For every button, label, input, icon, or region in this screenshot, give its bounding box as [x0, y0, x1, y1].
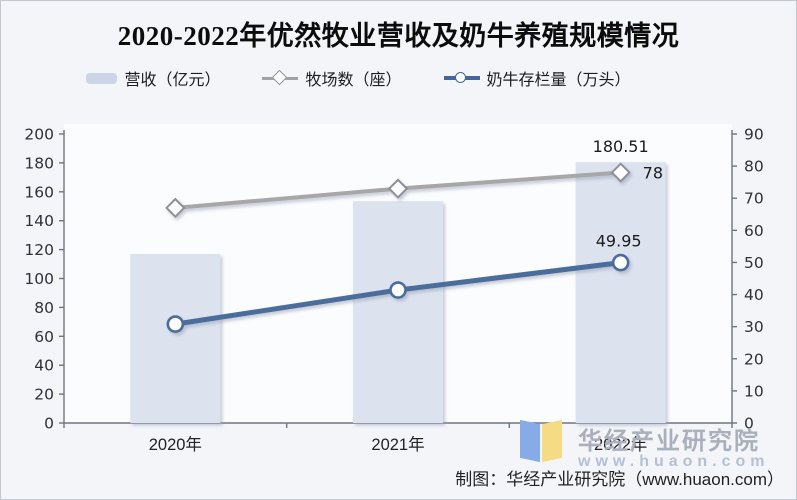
svg-text:49.95: 49.95 [596, 232, 642, 251]
revenue-bars [130, 162, 666, 423]
svg-text:50: 50 [744, 254, 764, 272]
svg-text:200: 200 [24, 126, 54, 144]
footer-credit: 制图：华经产业研究院（www.huaon.com） [455, 470, 784, 489]
legend-label-revenue: 营收（亿元） [124, 72, 221, 89]
legend-label-herd: 奶牛存栏量（万头） [486, 72, 631, 89]
svg-text:2022年: 2022年 [594, 435, 647, 454]
svg-text:0: 0 [744, 415, 754, 433]
x-axis-labels: 2020年 2021年 2022年 [149, 435, 648, 454]
legend: 营收（亿元） 牧场数（座） 奶牛存栏量（万头） [1, 66, 756, 90]
svg-text:180.51: 180.51 [593, 137, 649, 156]
svg-text:60: 60 [744, 222, 764, 240]
svg-text:20: 20 [744, 350, 764, 368]
svg-text:140: 140 [24, 212, 54, 230]
svg-text:100: 100 [24, 270, 54, 288]
svg-text:40: 40 [34, 357, 54, 375]
legend-item-herd: 奶牛存栏量（万头） [443, 66, 631, 90]
svg-text:2020年: 2020年 [149, 435, 202, 454]
svg-text:10: 10 [744, 382, 764, 400]
svg-text:90: 90 [744, 126, 764, 144]
svg-text:0: 0 [44, 415, 54, 433]
svg-text:20: 20 [34, 386, 54, 404]
svg-text:80: 80 [744, 158, 764, 176]
farm-count-line [165, 162, 631, 219]
svg-text:2021年: 2021年 [371, 435, 424, 454]
svg-text:120: 120 [24, 241, 54, 259]
diamond-line-swatch-icon [262, 69, 299, 86]
right-axis-ticks: 0 10 20 30 40 50 60 70 80 90 [732, 126, 764, 433]
herd-size-line [166, 253, 630, 333]
legend-item-revenue: 营收（亿元） [86, 66, 220, 90]
svg-text:70: 70 [744, 190, 764, 208]
svg-text:180: 180 [24, 154, 54, 172]
svg-text:40: 40 [744, 286, 764, 304]
svg-text:160: 160 [24, 183, 54, 201]
svg-text:80: 80 [34, 299, 54, 317]
circle-line-swatch-icon [443, 71, 480, 85]
data-labels: 180.51 78 49.95 [593, 137, 663, 250]
chart-title: 2020-2022年优然牧业营收及奶牛养殖规模情况 [117, 21, 680, 51]
svg-text:60: 60 [34, 328, 54, 346]
svg-text:78: 78 [643, 164, 663, 183]
legend-label-farms: 牧场数（座） [305, 72, 402, 89]
svg-text:30: 30 [744, 318, 764, 336]
bar-swatch-icon [86, 72, 118, 84]
legend-item-farms: 牧场数（座） [262, 66, 402, 90]
left-axis-ticks: 0 20 40 60 80 100 120 140 160 180 200 [24, 126, 64, 433]
